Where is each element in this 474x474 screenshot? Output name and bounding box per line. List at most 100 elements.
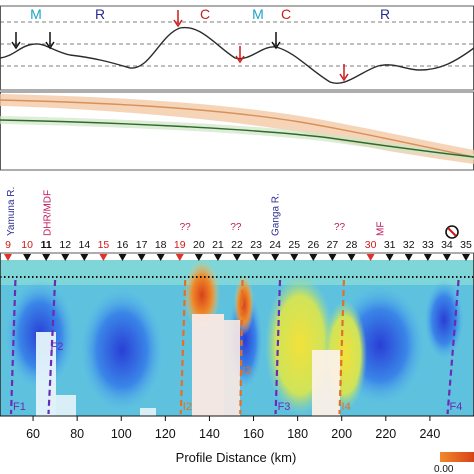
- structure-label: DHR/MDF: [43, 190, 54, 236]
- station-triangle: [194, 254, 203, 261]
- region-label: M: [252, 6, 264, 22]
- station-label: 34: [441, 239, 453, 251]
- arrow-marker: [271, 32, 281, 50]
- station-triangle: [462, 254, 470, 261]
- colorbar-tick-label: 0.00: [434, 464, 454, 474]
- fault-label: I2: [183, 401, 192, 413]
- station-triangle: [156, 254, 165, 261]
- station-triangle: [385, 254, 394, 261]
- station-label: 26: [307, 239, 319, 251]
- station-triangle: [23, 254, 32, 261]
- region-label: M: [30, 6, 42, 22]
- structure-label: ??: [230, 222, 242, 233]
- masked-region: [312, 350, 340, 416]
- river-labels: Yamuna R. Ganga R.: [6, 187, 282, 236]
- x-tick-label: 160: [243, 427, 264, 441]
- station-triangle: [175, 254, 184, 261]
- top-panel-frame: [0, 5, 474, 91]
- fault-label: I4: [342, 401, 351, 413]
- station-triangle: [80, 254, 89, 261]
- fault-label: F2: [51, 341, 64, 353]
- fault-line: I3: [239, 279, 251, 415]
- orange-uncertainty-band: [0, 94, 474, 164]
- station-triangle: [328, 254, 337, 261]
- station-label: 16: [117, 239, 129, 251]
- no-data-icon-slash: [447, 227, 457, 237]
- fault-lines: F1 F2 I2 I3 F3 I4 F4: [9, 279, 462, 415]
- structure-label: ??: [180, 222, 192, 233]
- region-label: C: [281, 6, 291, 22]
- conductor-blue: [80, 288, 164, 412]
- station-label: 32: [403, 239, 415, 251]
- station-triangle: [61, 254, 70, 261]
- station-triangle: [423, 254, 432, 261]
- no-data-symbol: [445, 225, 459, 239]
- x-tick-label: 200: [331, 427, 352, 441]
- river-label: Yamuna R.: [6, 187, 17, 236]
- x-tick-label: 220: [375, 427, 396, 441]
- station-triangle: [366, 254, 375, 261]
- station-triangle: [118, 254, 127, 261]
- cross-section-panel: F1 F2 I2 I3 F3 I4 F4 9 10 11 12 14 15 16 17 18 19 20 21 22…: [0, 187, 474, 417]
- fault-line: F2: [47, 279, 64, 415]
- station-label: 23: [250, 239, 262, 251]
- station-label: 25: [288, 239, 300, 251]
- station-label: 31: [384, 239, 396, 251]
- x-tick-label: 180: [287, 427, 308, 441]
- station-label: 22: [231, 239, 243, 251]
- top-arrows: [11, 10, 349, 82]
- structure-label: ??: [334, 222, 346, 233]
- x-axis: 60 80 100 120 140 160 180 200 220 240 Profile Dis…: [0, 415, 474, 465]
- masked-region: [140, 408, 156, 416]
- station-labels: 9 10 11 12 14 15 16 17 18 19 20 21 22 23 24 25 26 27 28 30 3…: [5, 239, 472, 251]
- x-tick-label: 140: [199, 427, 220, 441]
- station-triangle: [271, 254, 280, 261]
- station-label: 18: [155, 239, 167, 251]
- station-triangle: [309, 254, 318, 261]
- colorbar: 0.00: [434, 452, 474, 474]
- station-triangle: [99, 254, 108, 261]
- arrow-marker: [11, 32, 21, 50]
- station-label: 27: [327, 239, 339, 251]
- fault-line: F3: [274, 279, 290, 415]
- station-label: 21: [212, 239, 224, 251]
- station-label: 14: [78, 239, 90, 251]
- masked-region: [56, 395, 76, 416]
- river-label: Ganga R.: [271, 193, 282, 236]
- station-triangle: [290, 254, 299, 261]
- fault-line: F4: [446, 279, 462, 415]
- fault-label: F1: [13, 401, 26, 413]
- station-label: 19: [174, 239, 186, 251]
- station-triangle: [347, 254, 356, 261]
- fault-line: I4: [338, 279, 351, 415]
- station-triangle: [442, 254, 451, 261]
- station-label: 33: [422, 239, 434, 251]
- fault-label: I3: [242, 365, 251, 377]
- x-ticks: 60 80 100 120 140 160 180 200 220 240: [26, 416, 440, 441]
- station-label: 35: [460, 239, 472, 251]
- station-triangle: [213, 254, 222, 261]
- station-label: 24: [269, 239, 281, 251]
- structure-label: MF: [376, 222, 387, 236]
- orange-series-line: [0, 99, 474, 158]
- fault-line: F1: [9, 279, 26, 415]
- colorbar-swatch: [440, 452, 474, 462]
- x-axis-label: Profile Distance (km): [176, 450, 297, 465]
- x-tick-label: 120: [155, 427, 176, 441]
- station-label: 9: [5, 239, 11, 251]
- fault-line: I2: [179, 279, 192, 415]
- station-triangle: [252, 254, 261, 261]
- station-label: 15: [98, 239, 110, 251]
- masked-region: [192, 314, 224, 416]
- x-tick-label: 240: [419, 427, 440, 441]
- station-triangle: [4, 254, 12, 261]
- station-triangle: [42, 254, 51, 261]
- arrow-marker: [235, 46, 245, 64]
- station-label: 20: [193, 239, 205, 251]
- station-label: 28: [346, 239, 358, 251]
- region-label: C: [200, 6, 210, 22]
- region-label: R: [380, 6, 390, 22]
- station-label: 12: [59, 239, 71, 251]
